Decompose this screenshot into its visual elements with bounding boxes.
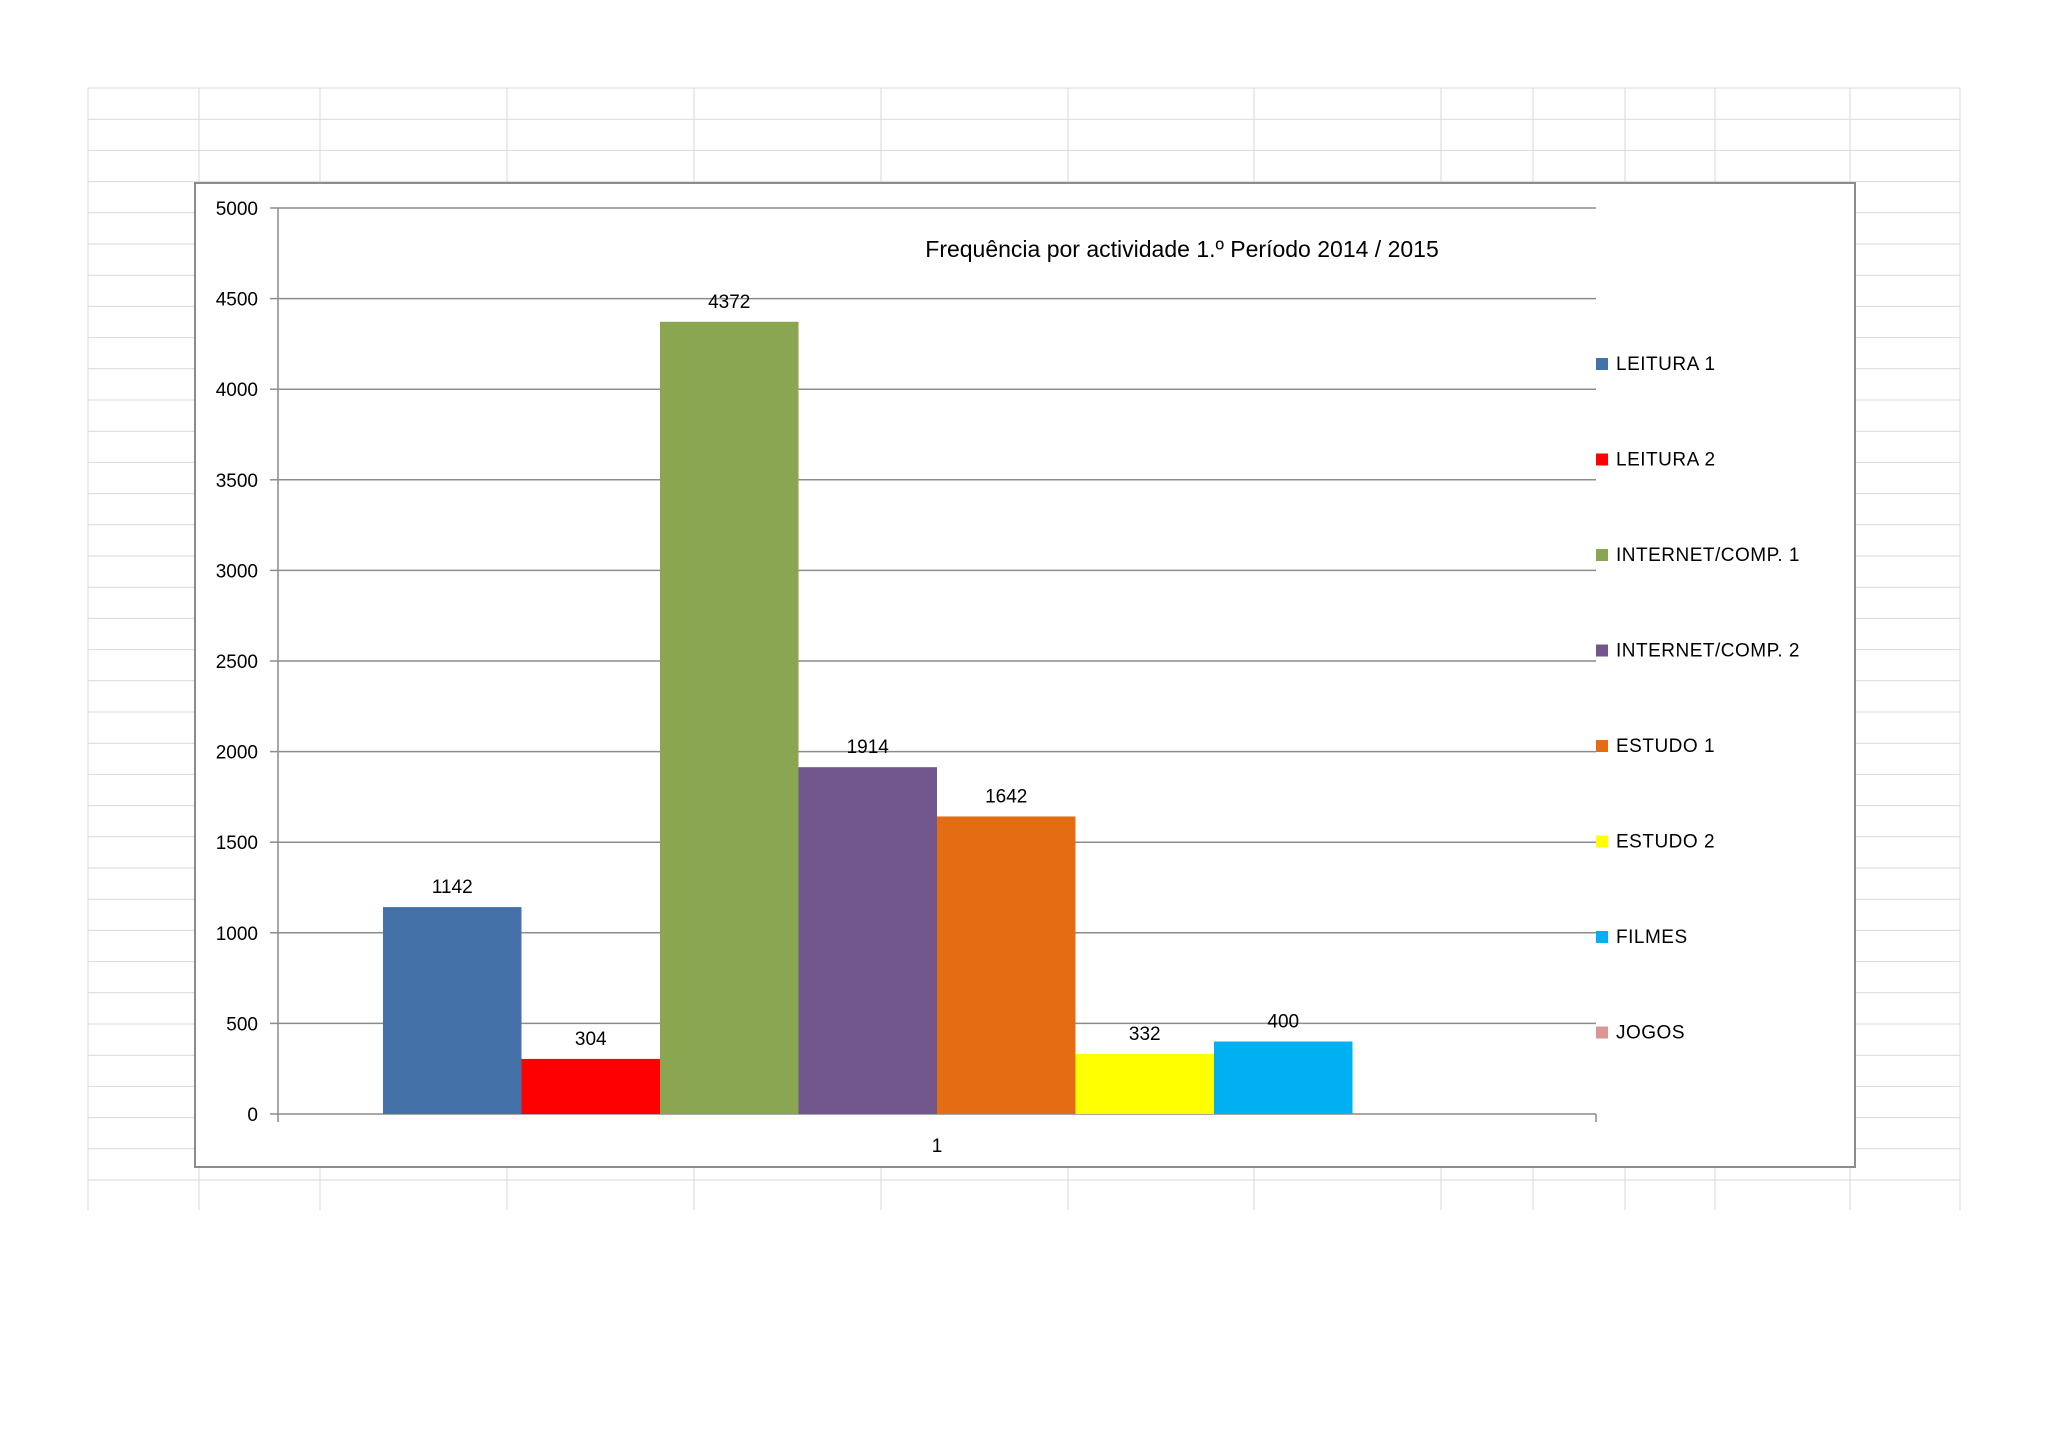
- bar-internet-comp-1[interactable]: [660, 321, 799, 1114]
- data-label: 1142: [432, 877, 473, 898]
- bar-leitura-1[interactable]: [383, 907, 522, 1114]
- legend-label: INTERNET/COMP. 2: [1616, 641, 1800, 662]
- data-label: 1914: [847, 737, 890, 758]
- y-tick-label: 2000: [216, 743, 258, 764]
- bar-estudo-1[interactable]: [937, 816, 1076, 1114]
- legend-item[interactable]: FILMES: [1596, 927, 1688, 948]
- bar-estudo-2[interactable]: [1075, 1053, 1215, 1114]
- legend-label: JOGOS: [1616, 1023, 1685, 1044]
- legend-swatch: [1596, 453, 1608, 466]
- legend-swatch: [1596, 931, 1608, 943]
- legend[interactable]: LEITURA 1 LEITURA 2 INTERNET/COMP. 1 INTERN…: [1596, 354, 1800, 1044]
- chart-title: Frequência por actividade 1.º Período 20…: [925, 236, 1438, 262]
- legend-item[interactable]: LEITURA 1: [1596, 354, 1716, 375]
- legend-label: ESTUDO 2: [1616, 832, 1715, 853]
- bar-chart: 0 500 1000 1500 2000 2500 3000 3500 4000 4500 5000…: [216, 199, 1800, 1157]
- y-tick-label: 1000: [216, 924, 258, 945]
- axes: 0 500 1000 1500 2000 2500 3000 3500 4000 4500 5000…: [216, 199, 1597, 1157]
- y-tick-label: 3000: [216, 561, 258, 582]
- legend-item[interactable]: ESTUDO 1: [1596, 736, 1715, 757]
- legend-swatch: [1596, 740, 1608, 752]
- y-tick-label: 4500: [216, 290, 258, 311]
- legend-label: INTERNET/COMP. 1: [1616, 545, 1800, 566]
- legend-swatch: [1596, 1026, 1608, 1039]
- bars: [383, 321, 1353, 1114]
- legend-item[interactable]: ESTUDO 2: [1596, 832, 1715, 853]
- bar-leitura-2[interactable]: [521, 1058, 661, 1114]
- data-label: 1642: [985, 786, 1027, 807]
- legend-swatch: [1596, 549, 1608, 561]
- y-tick-label: 4000: [216, 380, 258, 401]
- legend-label: FILMES: [1616, 927, 1688, 948]
- bar-internet-comp-2[interactable]: [798, 767, 938, 1114]
- y-tick-label: 0: [247, 1105, 258, 1126]
- y-tick-label: 5000: [216, 199, 258, 220]
- data-label: 332: [1129, 1024, 1161, 1045]
- legend-swatch: [1596, 835, 1608, 848]
- y-tick-label: 3500: [216, 471, 258, 492]
- data-label: 400: [1267, 1012, 1299, 1033]
- legend-label: LEITURA 2: [1616, 450, 1716, 471]
- legend-item[interactable]: LEITURA 2: [1596, 450, 1716, 471]
- legend-swatch: [1596, 358, 1608, 370]
- data-labels: 1142 304 4372 1914 1642 332 400: [432, 292, 1299, 1050]
- chart-area[interactable]: 0 500 1000 1500 2000 2500 3000 3500 4000 4500 5000…: [194, 182, 1856, 1168]
- data-label: 4372: [708, 292, 750, 313]
- legend-label: LEITURA 1: [1616, 354, 1716, 375]
- data-label: 304: [575, 1029, 607, 1050]
- y-tick-label: 500: [226, 1014, 258, 1035]
- bar-filmes[interactable]: [1214, 1041, 1353, 1114]
- legend-label: ESTUDO 1: [1616, 736, 1715, 757]
- legend-item[interactable]: JOGOS: [1596, 1023, 1685, 1044]
- legend-swatch: [1596, 644, 1608, 657]
- legend-item[interactable]: INTERNET/COMP. 1: [1596, 545, 1800, 566]
- y-tick-label: 2500: [216, 652, 258, 673]
- x-tick-label: 1: [932, 1136, 943, 1157]
- legend-item[interactable]: INTERNET/COMP. 2: [1596, 641, 1800, 662]
- y-tick-label: 1500: [216, 833, 258, 854]
